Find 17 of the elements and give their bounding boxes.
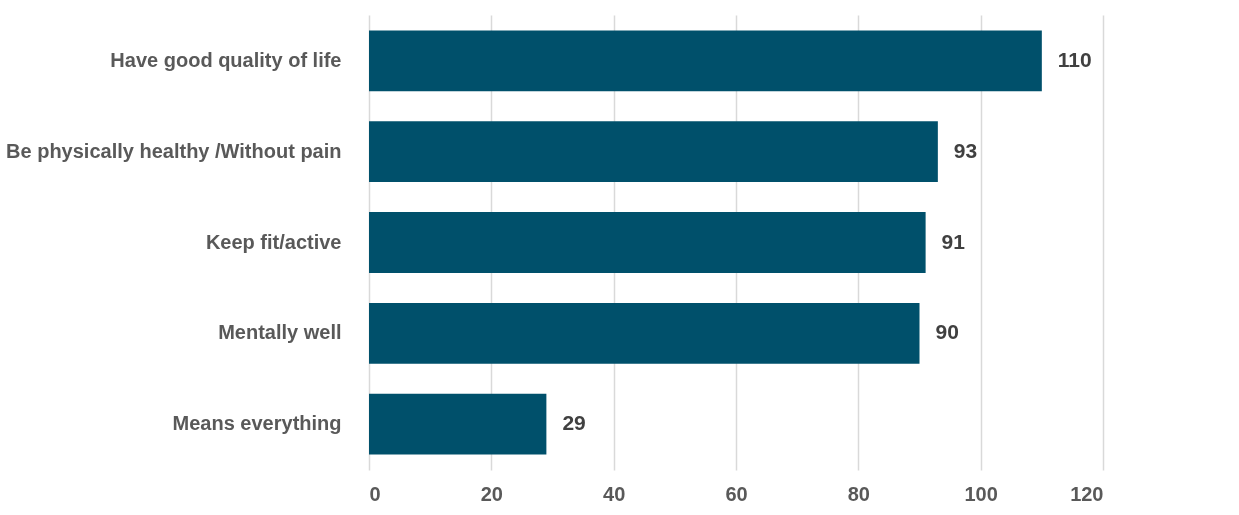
x-tick-label: 40: [603, 482, 626, 505]
y-tick-label: Be physically healthy /Without pain: [6, 139, 342, 162]
data-label: 91: [941, 229, 966, 253]
x-tick-label: 60: [725, 482, 748, 505]
y-tick-label: Means everything: [172, 412, 342, 435]
data-label: 29: [562, 411, 586, 435]
data-label: 93: [953, 138, 978, 162]
x-tick-label: 120: [1070, 482, 1104, 505]
x-tick-label: 20: [480, 482, 503, 505]
y-tick-label: Keep fit/active: [205, 230, 342, 253]
y-tick-label: Have good quality of life: [110, 48, 342, 71]
data-label: 90: [935, 320, 959, 344]
x-tick-label: 100: [964, 482, 998, 505]
y-tick-label: Mentally well: [218, 321, 342, 344]
x-tick-label: 80: [847, 482, 870, 505]
data-label: 110: [1057, 47, 1092, 71]
x-tick-label: 0: [369, 482, 381, 505]
